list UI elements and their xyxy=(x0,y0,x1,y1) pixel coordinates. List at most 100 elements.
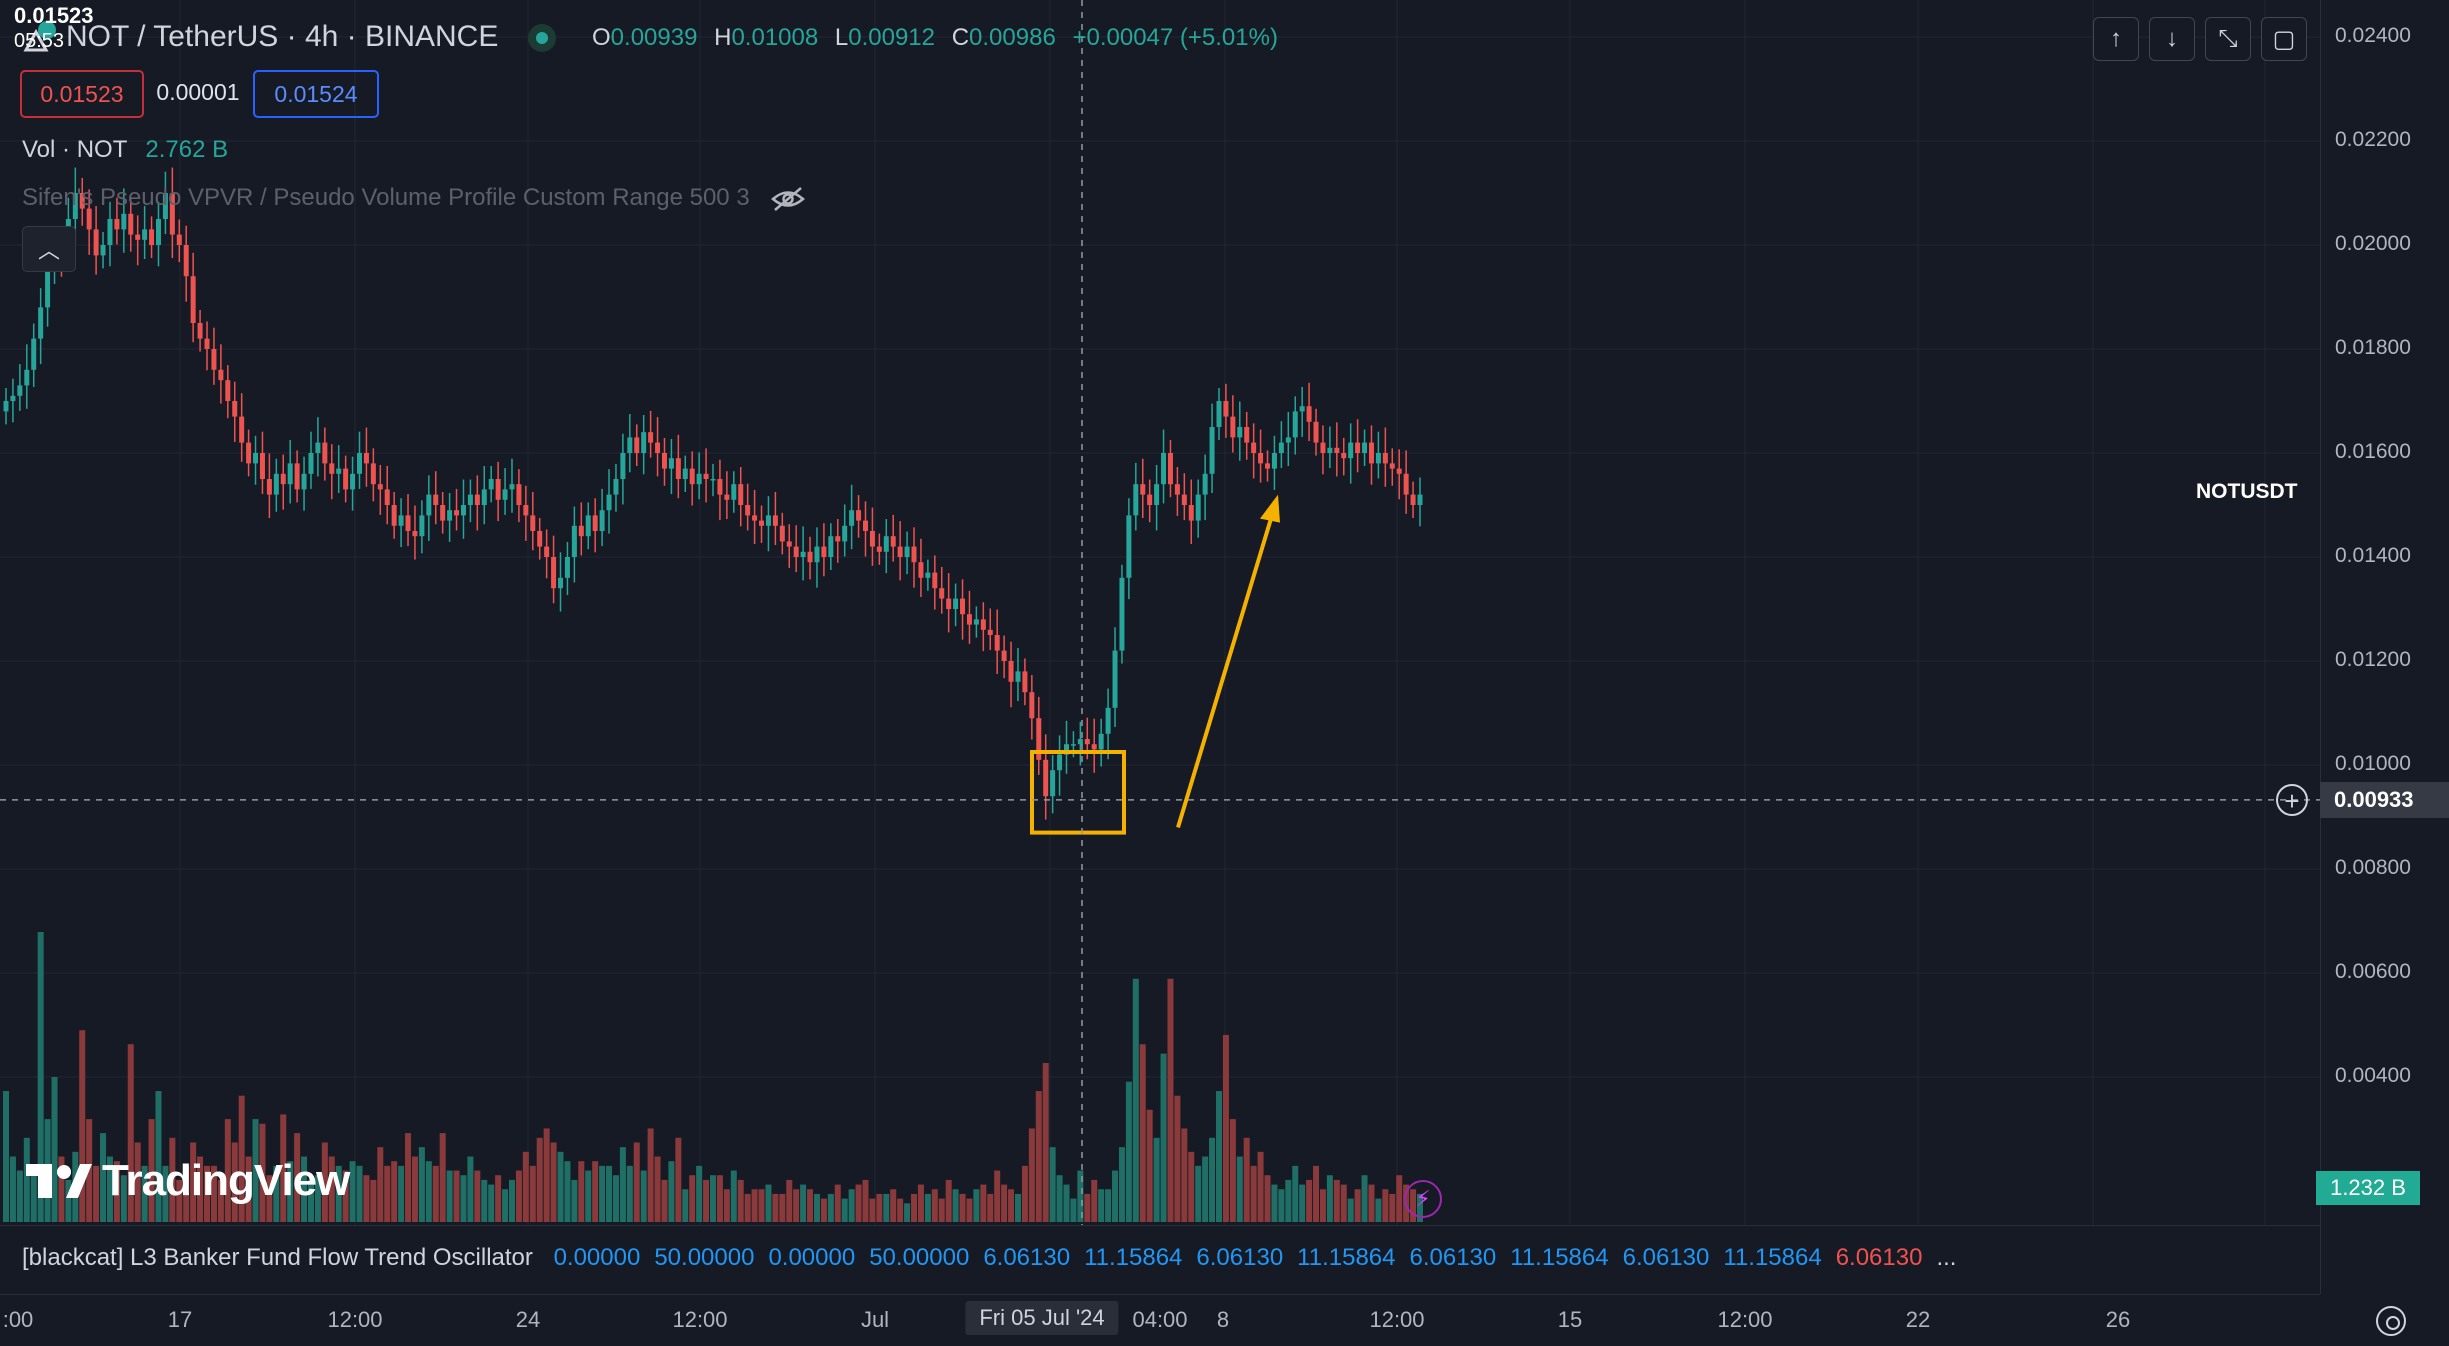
candle-body xyxy=(759,520,765,526)
volume-bar xyxy=(356,1165,363,1222)
volume-bar xyxy=(37,932,44,1222)
volume-bar xyxy=(938,1198,945,1222)
vpvr-indicator-legend[interactable]: Sifen's Pseudo VPVR / Pseudo Volume Prof… xyxy=(22,184,806,212)
candle-body xyxy=(994,635,1000,651)
volume-bar xyxy=(807,1189,814,1222)
oscillator-pane[interactable]: [blackcat] L3 Banker Fund Flow Trend Osc… xyxy=(0,1225,2320,1295)
price-axis-label: 0.01200 xyxy=(2335,648,2411,671)
time-axis[interactable]: :00 17 12:00 24 12:00 Jul Fri 05 Jul '24 04:00 8… xyxy=(0,1294,2320,1346)
volume-bar xyxy=(1319,1189,1326,1222)
volume-bar xyxy=(675,1137,682,1222)
volume-bar xyxy=(1368,1184,1375,1222)
volume-bar xyxy=(1389,1193,1396,1222)
symbol-title[interactable]: NOT / TetherUS · 4h · BINANCE xyxy=(66,20,499,53)
volume-bar xyxy=(502,1189,509,1222)
candle-body xyxy=(1355,442,1361,453)
volume-bar xyxy=(820,1198,827,1222)
volume-axis-tag: 1.232 B xyxy=(2316,1171,2420,1205)
candle-body xyxy=(509,484,515,490)
price-axis-label: 0.00800 xyxy=(2335,856,2411,879)
eye-hidden-icon[interactable] xyxy=(770,186,806,212)
volume-bar xyxy=(1222,1034,1229,1222)
price-axis-label: 0.01800 xyxy=(2335,336,2411,359)
candle-body xyxy=(24,369,30,386)
volume-bar xyxy=(398,1165,405,1222)
candle-body xyxy=(225,380,231,401)
highlight-box xyxy=(1030,750,1126,835)
candle-body xyxy=(627,437,633,453)
oscillator-value: 6.06130 xyxy=(983,1244,1071,1271)
candle-body xyxy=(197,323,203,339)
candle-body xyxy=(1292,411,1298,438)
volume-bar xyxy=(640,1170,647,1222)
sell-price-button[interactable]: 0.01523 xyxy=(20,70,144,118)
oscillator-value: 6.06130 xyxy=(1409,1244,1497,1271)
volume-bar xyxy=(51,1077,58,1222)
volume-bar xyxy=(1396,1175,1403,1222)
buy-price-button[interactable]: 0.01524 xyxy=(253,70,379,118)
volume-bar xyxy=(1042,1062,1049,1222)
candle-body xyxy=(93,229,99,256)
annotations xyxy=(0,0,2320,1225)
oscillator-legend[interactable]: [blackcat] L3 Banker Fund Flow Trend Osc… xyxy=(22,1244,1970,1272)
volume-bar xyxy=(169,1137,176,1222)
oscillator-value: 50.00000 xyxy=(654,1244,755,1271)
scroll-up-button[interactable]: ↑ xyxy=(2093,17,2139,61)
collapse-icon: ⤡ xyxy=(2218,25,2238,52)
volume-bar xyxy=(363,1175,370,1222)
volume-bar xyxy=(65,1179,72,1222)
gear-icon[interactable] xyxy=(2376,1306,2406,1336)
candle-body xyxy=(1043,759,1049,797)
arrow-up-icon: ↑ xyxy=(2110,25,2122,52)
volume-bar xyxy=(689,1175,696,1222)
candle-body xyxy=(738,484,744,505)
collapse-pane-button[interactable]: ⤡ xyxy=(2205,17,2251,61)
volume-bar xyxy=(58,1156,65,1222)
volume-bar xyxy=(1285,1179,1292,1222)
candle-body xyxy=(121,213,127,230)
oscillator-value: 6.06130 xyxy=(1835,1244,1923,1271)
ohlc-low-key: L xyxy=(834,24,849,51)
candle-body xyxy=(433,494,439,505)
price-chart[interactable] xyxy=(0,0,2320,1225)
market-status-icon[interactable] xyxy=(528,24,556,52)
price-axis-label: 0.00600 xyxy=(2335,960,2411,983)
volume-bar xyxy=(633,1142,640,1222)
tradingview-logo-text: TradingView xyxy=(102,1156,350,1205)
volume-bar xyxy=(786,1179,793,1222)
volume-bar xyxy=(1202,1156,1209,1222)
candle-body xyxy=(1112,650,1118,708)
chart-pane[interactable]: NOT / TetherUS · 4h · BINANCE O0.00939 H… xyxy=(0,0,2320,1225)
candle-body xyxy=(1223,401,1229,417)
volume-bar xyxy=(966,1198,973,1222)
candle-body xyxy=(1105,707,1111,734)
collapse-legend-button[interactable]: ︿ xyxy=(22,226,76,272)
ohlc-open-key: O xyxy=(592,24,611,51)
volume-bar xyxy=(197,1156,204,1222)
candle-body xyxy=(1174,484,1180,495)
volume-bar xyxy=(224,1119,231,1222)
volume-bar xyxy=(1125,1081,1132,1222)
candle-body xyxy=(308,453,314,474)
tradingview-logo[interactable]: TradingView xyxy=(26,1156,350,1206)
fullscreen-button[interactable]: ▢ xyxy=(2261,17,2307,61)
volume-bar xyxy=(924,1193,931,1222)
candle-body xyxy=(183,245,189,277)
price-axis-label: 0.02400 xyxy=(2335,24,2411,47)
volume-bar xyxy=(1008,1189,1015,1222)
lightning-icon[interactable]: ⚡ xyxy=(1404,1180,1442,1218)
candle-body xyxy=(613,479,619,495)
volume-bar xyxy=(349,1161,356,1222)
candle-body xyxy=(544,546,550,557)
ohlc-change: +0.00047 (+5.01%) xyxy=(1072,24,1278,51)
volume-bar xyxy=(481,1179,488,1222)
volume-bar xyxy=(474,1170,481,1222)
volume-bar xyxy=(876,1193,883,1222)
volume-bar xyxy=(897,1198,904,1222)
scroll-down-button[interactable]: ↓ xyxy=(2149,17,2195,61)
volume-indicator-legend[interactable]: Vol · NOT 2.762 B xyxy=(22,136,228,164)
price-axis[interactable]: 0.02400 0.02200 0.02000 0.01800 0.01600 0.014… xyxy=(2320,0,2449,1294)
volume-bar xyxy=(1167,978,1174,1222)
add-alert-plus-icon[interactable]: + xyxy=(2276,783,2308,816)
volume-bar xyxy=(314,1175,321,1222)
